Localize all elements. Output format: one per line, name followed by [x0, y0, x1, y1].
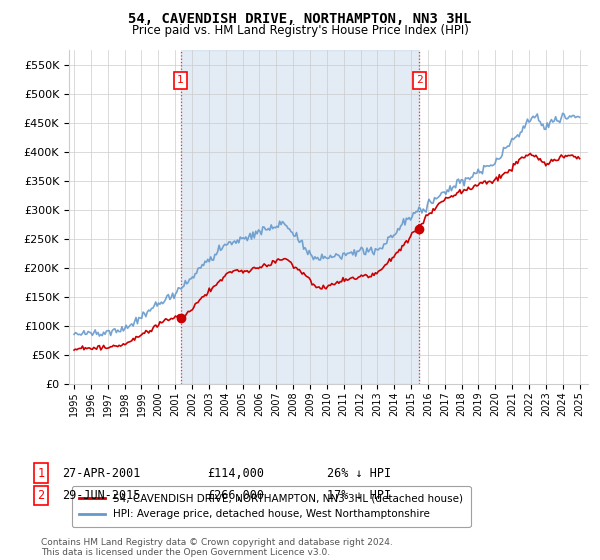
Text: 29-JUN-2015: 29-JUN-2015 [62, 489, 140, 502]
Text: 26% ↓ HPI: 26% ↓ HPI [327, 466, 391, 480]
Text: 27-APR-2001: 27-APR-2001 [62, 466, 140, 480]
Text: 17% ↓ HPI: 17% ↓ HPI [327, 489, 391, 502]
Text: 1: 1 [177, 76, 184, 85]
Text: 54, CAVENDISH DRIVE, NORTHAMPTON, NN3 3HL: 54, CAVENDISH DRIVE, NORTHAMPTON, NN3 3H… [128, 12, 472, 26]
Text: 2: 2 [416, 76, 422, 85]
Text: £266,000: £266,000 [207, 489, 264, 502]
Text: Price paid vs. HM Land Registry's House Price Index (HPI): Price paid vs. HM Land Registry's House … [131, 24, 469, 36]
Text: 1: 1 [37, 466, 44, 480]
Bar [181, 50, 419, 384]
Text: £114,000: £114,000 [207, 466, 264, 480]
Text: Contains HM Land Registry data © Crown copyright and database right 2024.
This d: Contains HM Land Registry data © Crown c… [41, 538, 392, 557]
Legend: 54, CAVENDISH DRIVE, NORTHAMPTON, NN3 3HL (detached house), HPI: Average price, : 54, CAVENDISH DRIVE, NORTHAMPTON, NN3 3H… [71, 486, 470, 526]
Text: 2: 2 [37, 489, 44, 502]
